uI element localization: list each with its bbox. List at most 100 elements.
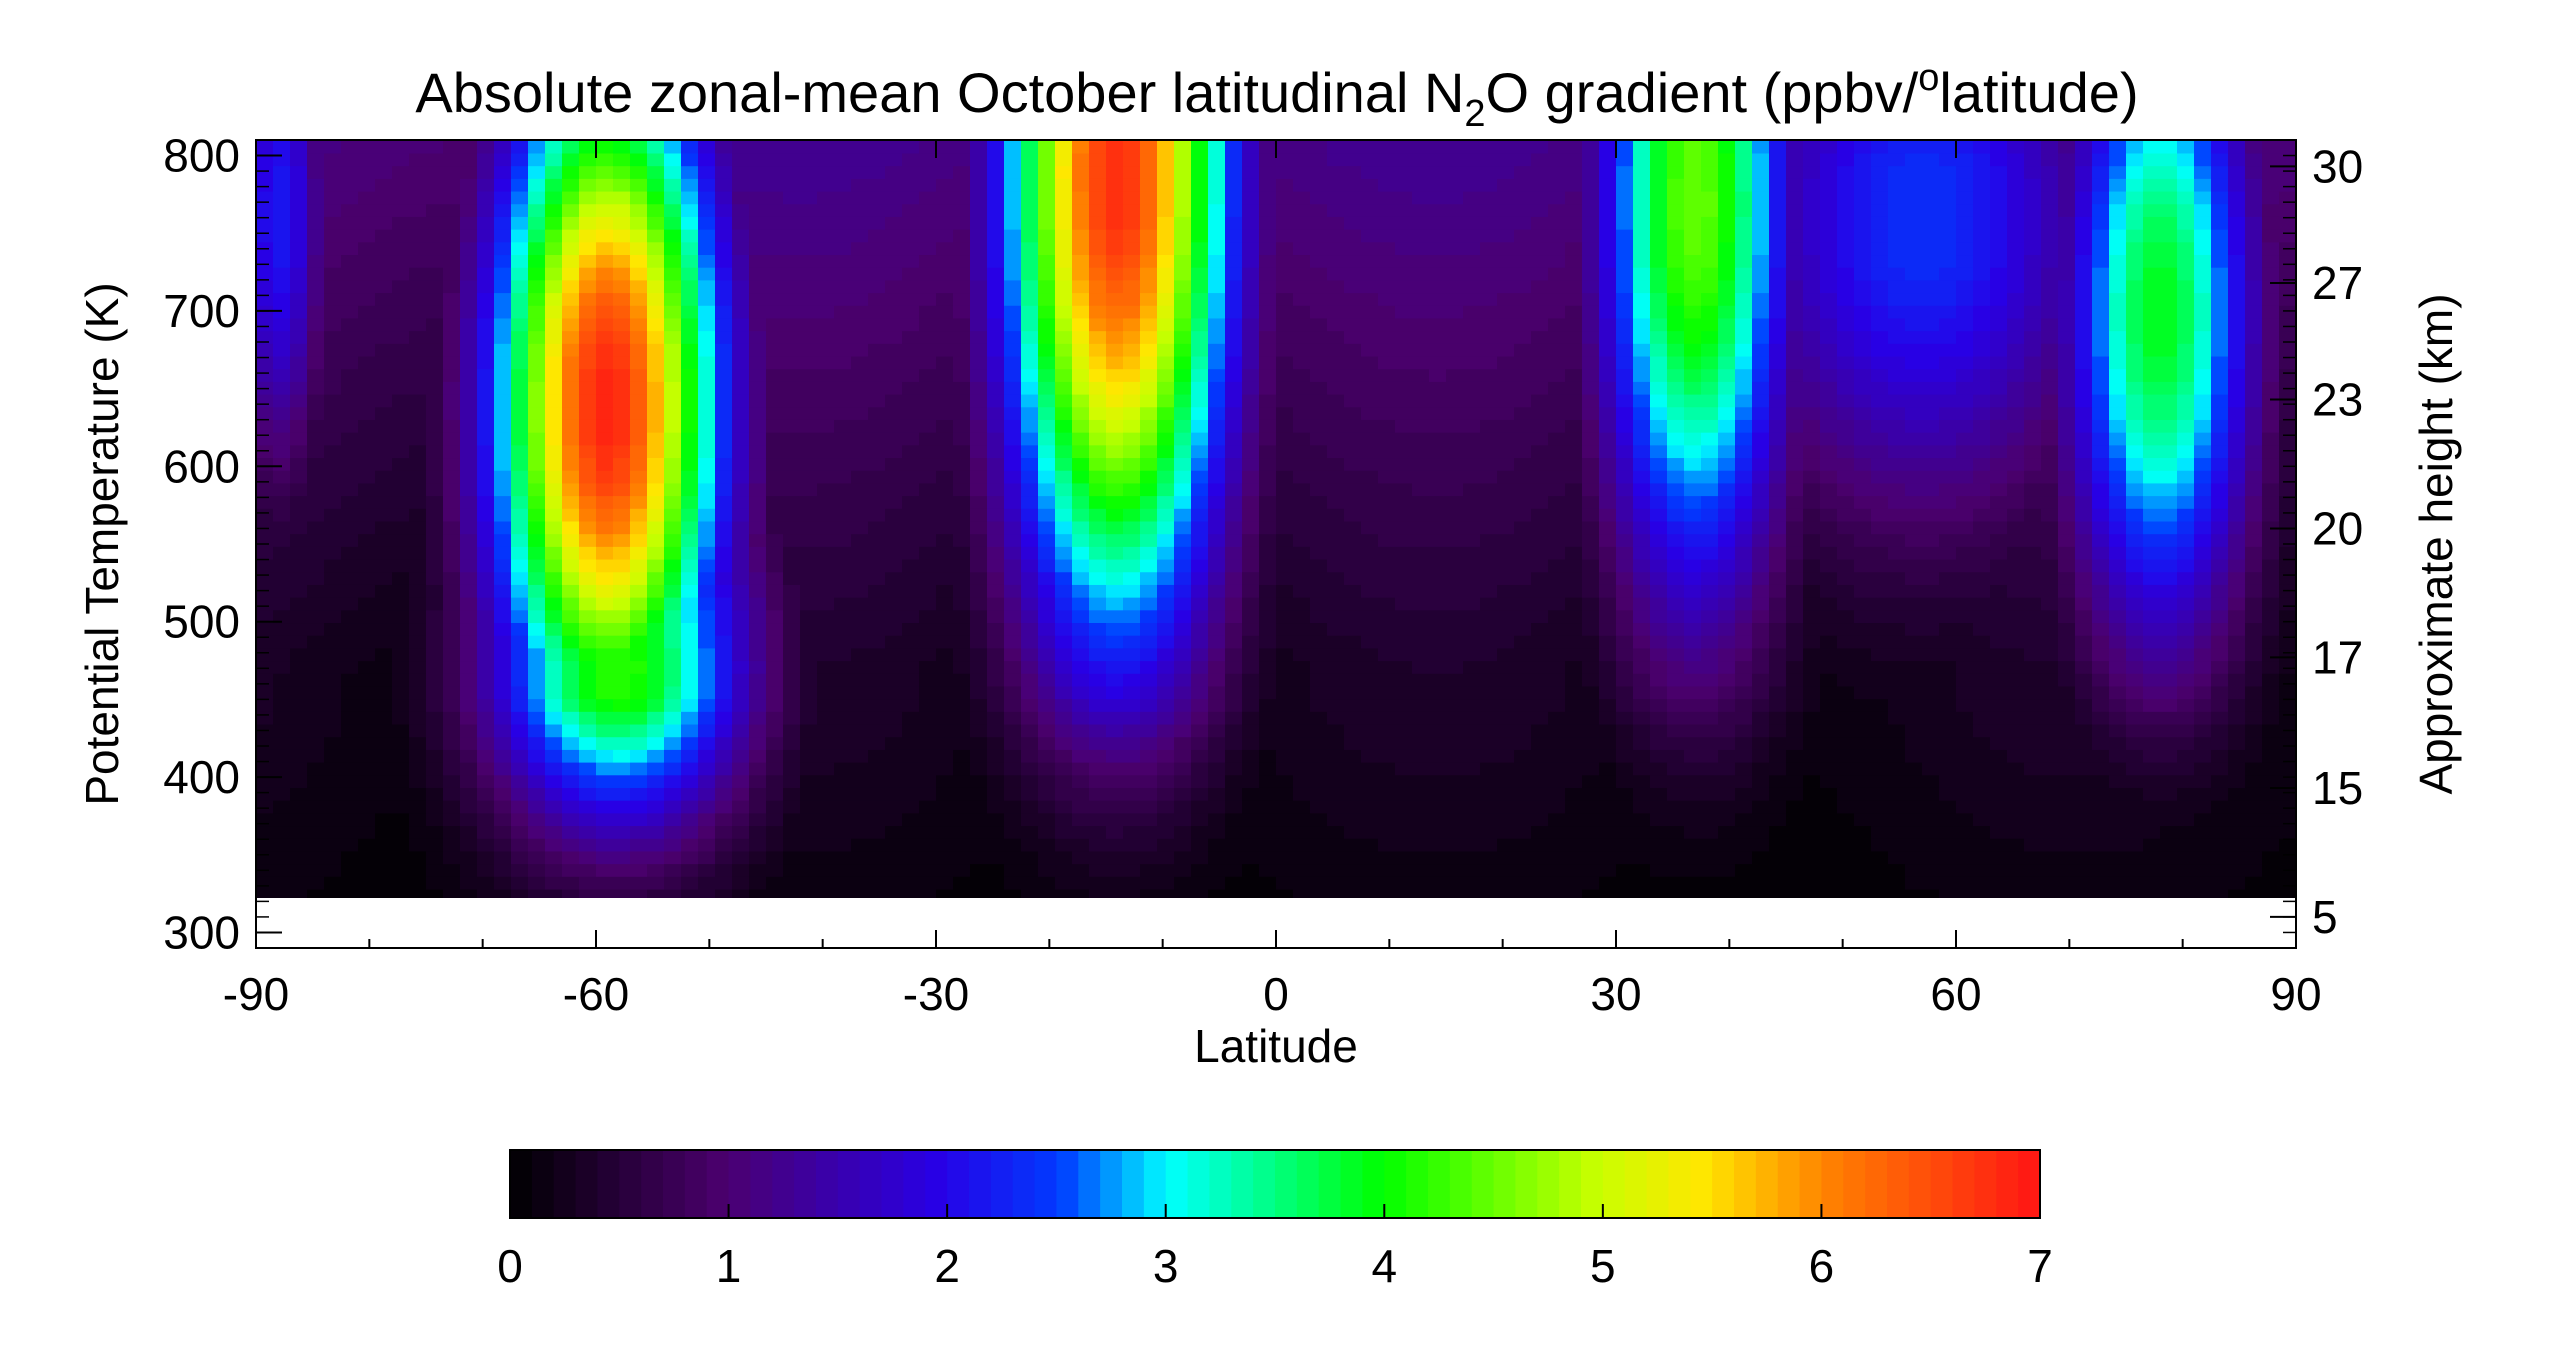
heatmap-cell [1310, 343, 1328, 357]
heatmap-cell [1123, 698, 1141, 712]
heatmap-cell [800, 660, 818, 674]
heatmap-cell [511, 622, 529, 636]
heatmap-cell [1548, 241, 1566, 256]
heatmap-cell [613, 330, 631, 344]
heatmap-cell [562, 812, 580, 827]
heatmap-cell [1242, 749, 1260, 763]
heatmap-cell [392, 355, 410, 370]
heatmap-cell [290, 685, 308, 700]
heatmap-cell [1497, 876, 1515, 890]
heatmap-cell [1650, 317, 1668, 332]
heatmap-cell [1293, 406, 1311, 420]
heatmap-cell [341, 660, 359, 674]
heatmap-cell [375, 419, 393, 433]
heatmap-cell [290, 825, 308, 839]
heatmap-cell [1157, 431, 1175, 446]
heatmap-cell [409, 660, 427, 674]
heatmap-cell [1344, 736, 1362, 750]
heatmap-cell [1140, 774, 1158, 788]
heatmap-cell [1055, 596, 1073, 611]
heatmap-cell [358, 381, 376, 395]
heatmap-cell [1225, 584, 1243, 598]
heatmap-cell [1514, 774, 1532, 788]
heatmap-cell [1208, 749, 1226, 763]
heatmap-cell [1480, 863, 1498, 877]
heatmap-cell [1616, 774, 1634, 788]
heatmap-cell [290, 495, 308, 509]
heatmap-cell [647, 355, 665, 370]
heatmap-cell [409, 317, 427, 332]
heatmap-cell [494, 850, 512, 865]
heatmap-cell [783, 381, 801, 395]
heatmap-cell [494, 140, 512, 154]
heatmap-cell [1293, 520, 1311, 535]
heatmap-cell [1633, 266, 1651, 281]
heatmap-cell [1259, 584, 1277, 598]
heatmap-cell [1327, 711, 1345, 725]
heatmap-cell [647, 863, 665, 877]
heatmap-cell [290, 419, 308, 433]
heatmap-cell [1599, 634, 1617, 649]
heatmap-cell [1548, 140, 1566, 154]
heatmap-cell [392, 634, 410, 649]
heatmap-cell [987, 178, 1005, 192]
heatmap-cell [613, 216, 631, 230]
heatmap-cell [409, 571, 427, 585]
heatmap-cell [630, 723, 648, 738]
heatmap-cell [715, 355, 733, 370]
heatmap-cell [953, 330, 971, 344]
heatmap-cell [970, 647, 988, 662]
heatmap-cell [885, 723, 903, 738]
heatmap-cell [409, 698, 427, 712]
heatmap-cell [1514, 304, 1532, 319]
heatmap-cell [868, 266, 886, 281]
heatmap-cell [1361, 508, 1379, 522]
heatmap-cell [375, 178, 393, 192]
heatmap-cell [1412, 876, 1430, 890]
heatmap-cell [851, 736, 869, 750]
heatmap-cell [494, 609, 512, 624]
heatmap-cell [868, 203, 886, 217]
heatmap-cell [1038, 368, 1056, 382]
heatmap-cell [1565, 533, 1583, 547]
heatmap-cell [341, 165, 359, 179]
heatmap-cell [1174, 381, 1192, 395]
heatmap-cell [1089, 634, 1107, 649]
heatmap-cell [1514, 254, 1532, 268]
heatmap-cell [460, 482, 478, 497]
heatmap-cell [1599, 888, 1617, 898]
heatmap-cell [885, 292, 903, 306]
heatmap-cell [1361, 634, 1379, 649]
heatmap-cell [256, 876, 274, 890]
heatmap-cell [953, 533, 971, 547]
heatmap-cell [1361, 292, 1379, 306]
heatmap-cell [1480, 876, 1498, 890]
heatmap-cell [1633, 660, 1651, 674]
heatmap-cell [1157, 292, 1175, 306]
heatmap-cell [477, 647, 495, 662]
heatmap-cell [1565, 343, 1583, 357]
heatmap-cell [834, 393, 852, 408]
heatmap-cell [460, 825, 478, 839]
heatmap-cell [1463, 266, 1481, 281]
heatmap-cell [562, 749, 580, 763]
heatmap-cell [528, 343, 546, 357]
heatmap-cell [1276, 520, 1294, 535]
heatmap-cell [681, 812, 699, 827]
heatmap-cell [307, 140, 325, 154]
heatmap-cell [1650, 216, 1668, 230]
heatmap-cell [1429, 787, 1447, 801]
heatmap-cell [970, 787, 988, 801]
heatmap-cell [375, 571, 393, 585]
heatmap-cell [1208, 406, 1226, 420]
heatmap-cell [511, 317, 529, 332]
heatmap-cell [1259, 457, 1277, 471]
heatmap-cell [1378, 609, 1396, 624]
heatmap-cell [1242, 571, 1260, 585]
heatmap-cell [698, 152, 716, 167]
heatmap-cell [647, 368, 665, 382]
heatmap-cell [358, 508, 376, 522]
heatmap-cell [885, 330, 903, 344]
heatmap-cell [987, 647, 1005, 662]
heatmap-cell [1089, 723, 1107, 738]
